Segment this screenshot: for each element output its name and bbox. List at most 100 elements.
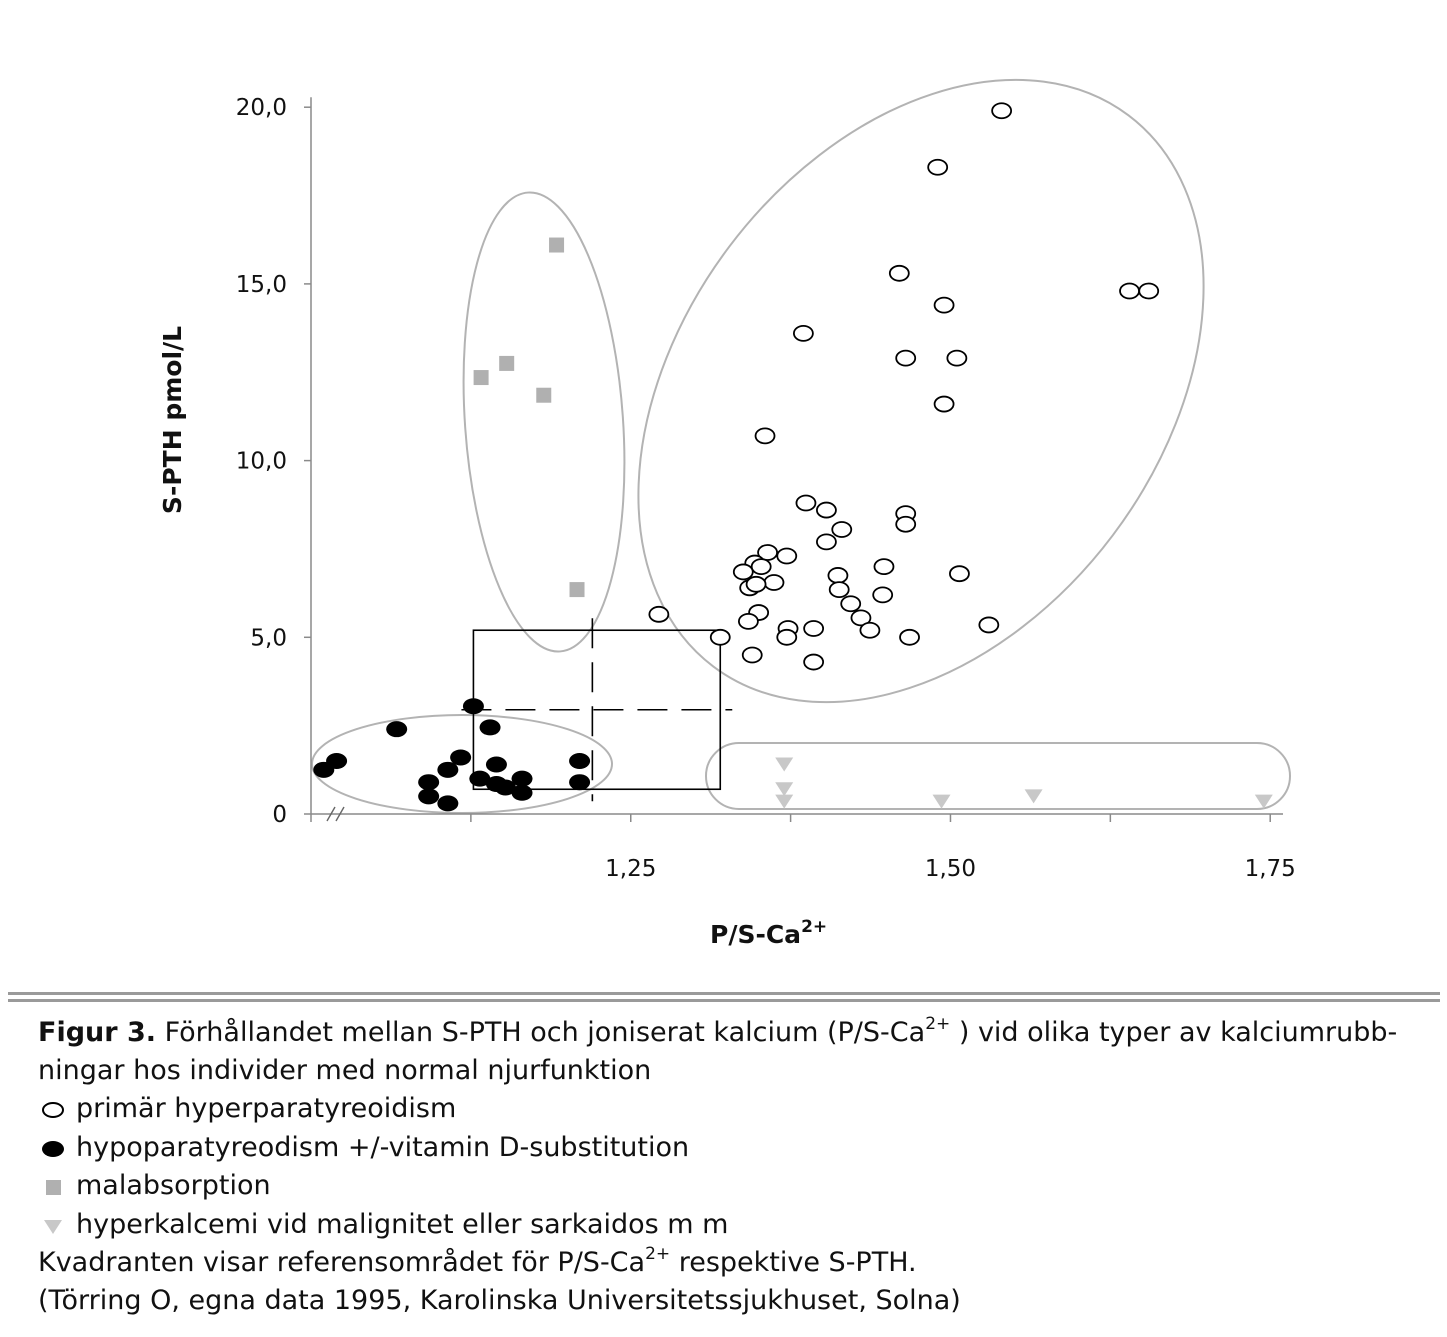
hypoparathyroidism-point — [418, 774, 440, 791]
hyperparathyroidism-point — [933, 395, 955, 413]
y-tick-label: 15,0 — [236, 272, 287, 298]
hypoparathyroidism-point — [494, 779, 516, 796]
hyperparathyroidism-point — [745, 575, 767, 593]
hypoparathyroidism-point — [469, 770, 491, 787]
hyperparathyroidism-point — [873, 558, 895, 576]
hypercalcemia-point — [775, 794, 794, 809]
hypoparathyroidism-point — [418, 788, 440, 805]
chart-area: 1,25 1,50 1,75 0 5,0 10,0 15,0 20,0 S-PTH pmol/… — [158, 78, 1296, 949]
legend-label: hyperkalcemi vid malignitet eller sarkai… — [76, 1208, 729, 1240]
hyperparathyroidism-point — [991, 102, 1013, 120]
hypoparathyroidism-point — [511, 784, 533, 801]
axis-break-mark — [326, 806, 336, 822]
caption-title-superscript: 2+ — [925, 1014, 951, 1034]
hypoparathyroidism-point — [437, 795, 459, 812]
hyperparathyroidism-point — [1119, 282, 1140, 300]
hyperparathyroidism-point — [872, 586, 894, 604]
caption-title-part-2: ) vid olika typer av kalciumrubb- — [950, 1017, 1398, 1048]
malabsorption-point — [549, 237, 565, 253]
y-tick-label: 0 — [272, 802, 287, 828]
x-tick-label: 1,25 — [605, 856, 656, 882]
legend-label: malabsorption — [76, 1170, 271, 1201]
axis-break-mark — [335, 806, 345, 822]
hyperparathyroidism-point — [949, 565, 970, 583]
caption-note-part-1: Kvadranten visar referensområdet för P/S… — [38, 1247, 646, 1278]
hyperparathyroidism-point — [732, 563, 754, 581]
malabsorption-point — [536, 387, 552, 403]
legend-label: primär hyperparatyreoidism — [76, 1093, 457, 1124]
hypoparathyroidism-point — [386, 721, 408, 738]
hyperparathyroidism-point — [888, 264, 910, 282]
y-axis-label: S-PTH pmol/L — [158, 326, 187, 514]
malabsorption-group-outline — [462, 191, 626, 653]
caption-title-line-2: ningar hos individer med normal njurfunk… — [38, 1055, 652, 1086]
malabsorption-point — [569, 582, 585, 598]
hyperparathyroidism-point — [850, 609, 872, 627]
legend-item-primary-hyperparathyroidism: primär hyperparatyreoidism — [38, 1090, 1433, 1129]
hyperparathyroidism-point — [816, 533, 837, 551]
figure-caption: Figur 3. Förhållandet mellan S-PTH och j… — [38, 1014, 1433, 1320]
hyperparathyroidism-point — [895, 515, 917, 533]
hyperparathyroidism-point — [741, 646, 763, 664]
caption-title-line-1: Figur 3. Förhållandet mellan S-PTH och j… — [38, 1014, 1433, 1052]
caption-note: Kvadranten visar referensområdet för P/S… — [38, 1244, 1433, 1282]
hyperparathyroidism-point — [827, 567, 849, 584]
hyperparathyroidism-point — [709, 628, 731, 646]
malabsorption-point — [499, 355, 515, 371]
y-tick-label: 10,0 — [236, 449, 287, 475]
hypercalcemia-point — [1024, 789, 1043, 804]
square-icon — [38, 1168, 68, 1206]
caption-divider-bottom — [8, 999, 1440, 1002]
caption-note-superscript: 2+ — [645, 1244, 671, 1264]
legend-label: hypoparatyreodism +/-vitamin D-substitut… — [76, 1131, 690, 1163]
malabsorption-point — [473, 370, 489, 386]
hypoparathyroidism-point — [462, 698, 484, 715]
figure-label: Figur 3. — [38, 1017, 157, 1048]
hyperparathyroidism-point — [895, 349, 917, 367]
hypoparathyroidism-point — [569, 752, 591, 769]
hyperparathyroidism-point — [738, 612, 759, 630]
caption-source: (Törring O, egna data 1995, Karolinska U… — [38, 1285, 961, 1316]
triangle-down-icon — [38, 1206, 68, 1244]
axes: 1,25 1,50 1,75 0 5,0 10,0 15,0 20,0 — [236, 95, 1296, 882]
open-circle-icon — [38, 1091, 68, 1129]
caption-title-part-1: Förhållandet mellan S-PTH och joniserat … — [156, 1017, 926, 1048]
legend-item-hypercalcemia: hyperkalcemi vid malignitet eller sarkai… — [38, 1206, 1433, 1245]
hyperparathyroidism-point — [859, 621, 881, 639]
hyperparathyroidism-point — [828, 581, 850, 598]
hyperparathyroidism-point — [933, 296, 955, 314]
hypoparathyroidism-point — [450, 749, 472, 766]
hypercalcemia-point — [1254, 794, 1273, 809]
hypoparathyroidism-point — [485, 756, 507, 773]
filled-circle-icon — [38, 1129, 68, 1167]
hypercalcemia-point — [775, 782, 794, 797]
hyperparathyroidism-point — [816, 501, 837, 519]
group-ellipses — [311, 78, 1291, 814]
hypercalcemia-point — [775, 757, 794, 772]
hyperparathyroidism-point — [803, 653, 825, 671]
y-tick-label: 5,0 — [250, 625, 287, 651]
caption-divider-top — [8, 992, 1440, 995]
hypoparathyroidism-point — [326, 752, 348, 769]
x-axis-label: P/S-Ca2+ — [710, 917, 827, 949]
caption-note-part-2: respektive S-PTH. — [670, 1247, 917, 1278]
hyperparathyroidism-point — [899, 628, 920, 646]
hyperparathyroidism-point — [927, 158, 949, 176]
hyperparathyroidism-point — [840, 595, 862, 613]
legend-item-hypoparathyroidism: hypoparatyreodism +/-vitamin D-substitut… — [38, 1129, 1433, 1168]
hyperparathyroidism-point — [946, 349, 968, 367]
hyperparathyroidism-point — [831, 521, 853, 538]
x-axis-label-superscript: 2+ — [801, 917, 827, 937]
hyperparathyroidism-point — [763, 574, 785, 591]
hyperparathyroidism-point — [648, 605, 670, 623]
hypoparathyroidism-point — [511, 770, 533, 787]
y-tick-label: 20,0 — [236, 95, 287, 121]
hyperparathyroidism-point — [795, 494, 817, 512]
hypoparathyroidism-group-outline — [311, 714, 613, 814]
data-points — [313, 102, 1273, 812]
hypoparathyroidism-point — [569, 774, 591, 791]
hyperparathyroidism-point — [1138, 282, 1160, 300]
legend-item-malabsorption: malabsorption — [38, 1167, 1433, 1206]
hyperparathyroidism-point — [776, 628, 798, 646]
x-tick-label: 1,50 — [925, 856, 976, 882]
